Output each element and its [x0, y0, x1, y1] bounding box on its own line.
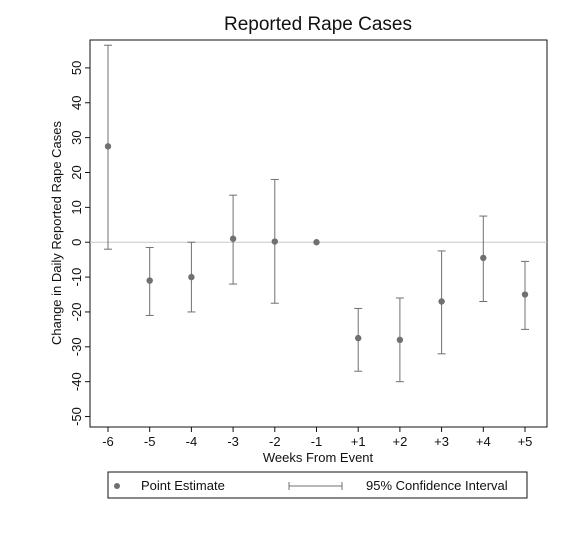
- point-estimate: [188, 273, 195, 281]
- y-tick-label: -20: [69, 303, 84, 322]
- y-tick-label: 50: [69, 61, 84, 75]
- point-estimate: [146, 277, 153, 284]
- legend-point-label: Point Estimate: [141, 478, 225, 493]
- y-axis: 50 40 30 20 10 0 -10 -20 -30 -40 -50: [69, 61, 90, 426]
- point-estimate: [521, 291, 529, 298]
- y-tick-label: 10: [69, 200, 84, 214]
- y-tick-label: 20: [69, 165, 84, 179]
- x-axis-label: Weeks From Event: [263, 450, 374, 465]
- point-estimate: [438, 298, 445, 305]
- x-tick-label: -3: [227, 434, 239, 449]
- x-axis: -6 -5 -4 -3 -2 -1 +1 +2 +3 +4 +5: [102, 427, 532, 449]
- point-estimate: [229, 235, 237, 242]
- point-estimate: [480, 254, 487, 262]
- chart-title: Reported Rape Cases: [224, 14, 412, 35]
- y-tick-label: 40: [69, 96, 84, 110]
- y-tick-label: 0: [69, 239, 84, 246]
- point-estimate: [355, 334, 362, 342]
- y-tick-label: -40: [69, 372, 84, 391]
- point-estimate: [104, 143, 112, 150]
- x-tick-label: -2: [269, 434, 281, 449]
- confidence-intervals: [104, 44, 529, 383]
- legend-box: [107, 471, 528, 499]
- x-tick-label: -5: [144, 434, 156, 449]
- plot-area: [89, 39, 548, 428]
- x-tick-label: -4: [186, 434, 198, 449]
- y-tick-label: -50: [69, 407, 84, 426]
- y-tick-label: 30: [69, 130, 84, 144]
- y-tick-label: -30: [69, 337, 84, 356]
- x-tick-label: +2: [392, 434, 407, 449]
- x-tick-label: -6: [102, 434, 114, 449]
- y-tick-label: -10: [69, 268, 84, 287]
- y-axis-label: Change in Daily Reported Rape Cases: [49, 120, 64, 345]
- legend-point-symbol: [114, 483, 120, 489]
- x-tick-label: +3: [434, 434, 449, 449]
- x-tick-label: +4: [476, 434, 491, 449]
- point-estimate: [396, 336, 404, 344]
- legend-interval-label: 95% Confidence Interval: [366, 478, 508, 493]
- legend-interval-symbol: [288, 482, 343, 490]
- x-tick-label: +5: [518, 434, 533, 449]
- point-estimate: [313, 239, 320, 246]
- point-estimate: [271, 238, 278, 245]
- legend: Point Estimate 95% Confidence Interval: [107, 471, 528, 499]
- x-tick-label: -1: [311, 434, 323, 449]
- x-tick-label: +1: [351, 434, 366, 449]
- point-estimates: [104, 143, 529, 344]
